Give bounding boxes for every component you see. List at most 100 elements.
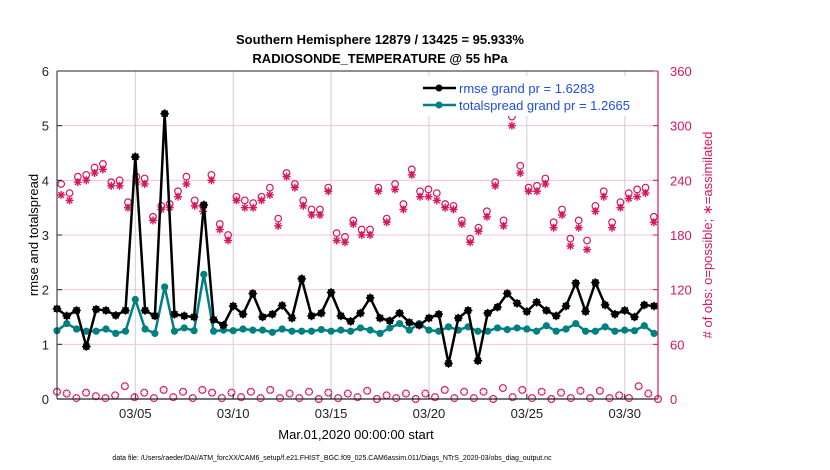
assimilated-obs-point (315, 210, 324, 219)
rmse-point-star (268, 309, 277, 319)
low-count-asterisk (112, 392, 119, 399)
totalspread-point (337, 326, 345, 334)
rmse-point-star (346, 317, 355, 326)
rmse-point-star (326, 288, 336, 297)
assimilated-obs-point (424, 192, 433, 201)
y-tick-label-right: 180 (670, 228, 692, 243)
assimilated-obs-point (140, 179, 149, 188)
low-count-asterisk (218, 395, 225, 402)
assimilated-obs-point (257, 196, 266, 205)
totalspread-point (131, 295, 139, 304)
assimilated-obs-point (416, 192, 425, 201)
low-count-asterisk (538, 388, 545, 395)
totalspread-point (630, 327, 639, 335)
assimilated-obs-point (115, 181, 124, 190)
assimilated-obs-point (107, 181, 116, 190)
assimilated-obs-point (407, 170, 416, 179)
assimilated-obs-point (566, 241, 575, 250)
totalspread-point (503, 325, 511, 334)
rmse-point-star (248, 289, 258, 298)
low-count-asterisk (267, 386, 274, 393)
assimilated-obs-point (507, 121, 516, 130)
assimilated-obs-point (382, 218, 391, 227)
low-count-asterisk (209, 389, 216, 396)
low-count-asterisk (451, 395, 458, 402)
low-count-asterisk (606, 395, 613, 402)
assimilated-obs-point (366, 231, 375, 239)
totalspread-point (63, 319, 71, 328)
assimilated-obs-point (466, 238, 475, 247)
low-count-asterisk (577, 387, 584, 394)
totalspread-point (621, 326, 629, 334)
rmse-point-star (336, 311, 346, 321)
y-ticks-right: 0 60 120 180 240 300 360 (653, 64, 692, 407)
low-count-asterisk (92, 393, 99, 400)
totalspread-point (170, 327, 179, 335)
low-count-asterisk (393, 395, 400, 402)
totalspread-point (366, 326, 374, 334)
assimilated-obs-point (399, 205, 408, 214)
low-count-asterisk (189, 395, 196, 402)
assimilated-obs-point (224, 236, 233, 245)
assimilated-obs-point (307, 210, 316, 219)
totalspread-point (347, 327, 355, 335)
y-tick-label-right: 240 (670, 173, 692, 188)
assimilated-obs-point (641, 189, 650, 198)
legend-rmse-label: rmse grand pr = 1.6283 (459, 81, 595, 96)
low-count-asterisk (306, 388, 313, 395)
rmse-point-star (639, 300, 649, 310)
data-file-footer: data file: /Users/raeder/DAI/ATM_forcXX/… (112, 455, 552, 462)
rmse-point-star (483, 308, 492, 318)
totalspread-point (151, 329, 159, 337)
rmse-point-star (365, 293, 375, 303)
totalspread-point (542, 322, 551, 330)
rmse-point-star (454, 313, 463, 323)
rmse-point-star (121, 306, 130, 315)
assimilated-obs-point (148, 216, 157, 225)
assimilated-obs-point (349, 220, 358, 229)
assimilated-obs-point (340, 238, 349, 247)
totalspread-point (376, 329, 384, 337)
y-axis-label: rmse and totalspread (26, 174, 41, 296)
low-count-asterisk (616, 392, 623, 399)
rmse-point-star (532, 297, 541, 307)
low-count-asterisk (422, 390, 429, 397)
low-count-asterisk (180, 388, 187, 395)
x-tick-label: 03/25 (511, 406, 544, 421)
rmse-point-star (356, 308, 365, 318)
x-tick-label: 03/30 (608, 406, 641, 421)
assimilated-obs-point (482, 212, 491, 221)
rmse-point-star (551, 311, 561, 321)
y-ticks-left: 0 1 2 3 4 5 6 (42, 64, 62, 407)
y-tick-label-right: 60 (670, 337, 684, 352)
assimilated-obs-point (558, 210, 567, 219)
assimilated-obs-point (299, 201, 308, 210)
rmse-point-star (316, 308, 326, 318)
low-count-asterisk (150, 395, 157, 402)
rmse-point-star (228, 301, 238, 311)
totalspread-point (258, 326, 267, 334)
totalspread-point (298, 327, 306, 335)
assimilated-obs-point (357, 231, 366, 239)
legend-spread-marker (435, 101, 443, 109)
rmse-point-star (405, 318, 414, 327)
assimilated-obs-point (391, 185, 400, 194)
possible-obs-point (432, 189, 441, 197)
totalspread-point (317, 325, 325, 334)
assimilated-obs-point (474, 227, 483, 236)
totalspread-point (562, 325, 570, 333)
totalspread-point (650, 329, 658, 337)
assimilated-obs-point (491, 181, 500, 190)
rmse-point-star (610, 309, 620, 319)
low-count-asterisk (625, 395, 632, 402)
low-count-asterisk (441, 386, 448, 393)
assimilated-obs-point (274, 221, 283, 230)
assimilated-obs-point (449, 205, 458, 214)
totalspread-point (229, 327, 237, 335)
low-count-asterisk (63, 390, 70, 397)
assimilated-obs-point (432, 196, 441, 205)
legend-box (418, 76, 656, 116)
assimilated-obs-point (57, 190, 66, 199)
legend-spread-label: totalspread grand pr = 1.2665 (459, 98, 630, 113)
assimilated-obs-point (249, 203, 258, 212)
